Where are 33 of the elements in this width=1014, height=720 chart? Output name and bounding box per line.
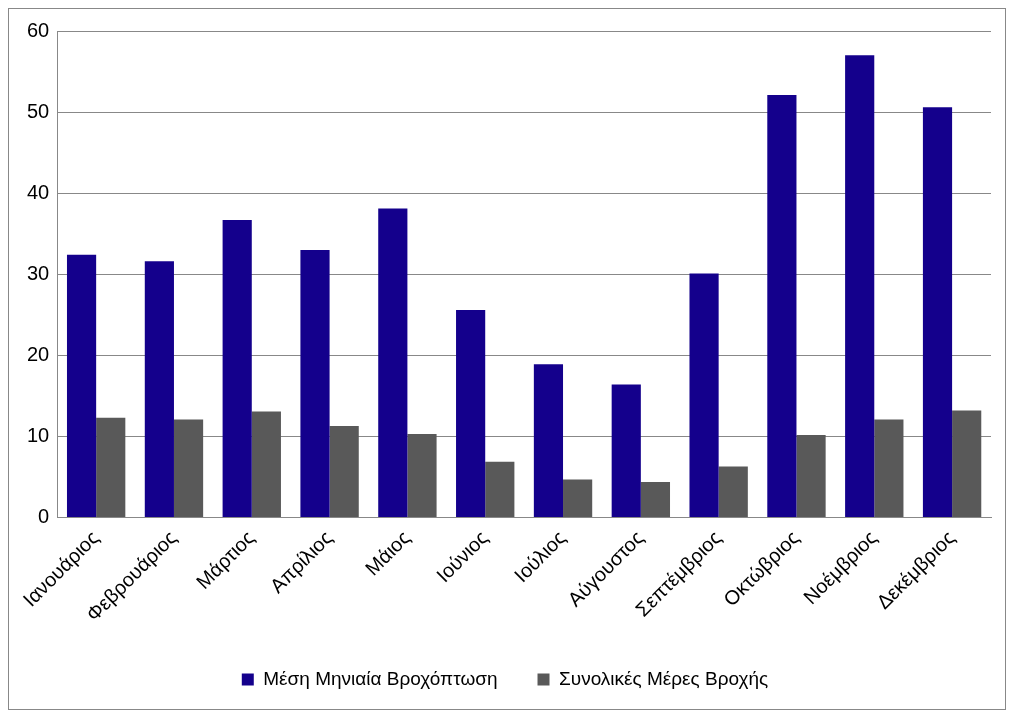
bar [845, 55, 875, 518]
y-tick-label: 10 [27, 424, 50, 447]
bar [300, 249, 330, 518]
bar [796, 434, 826, 518]
bar [485, 461, 515, 518]
bar [456, 310, 486, 518]
y-tick-label: 60 [27, 18, 50, 41]
y-tick-label: 40 [27, 180, 50, 203]
bar [66, 254, 97, 518]
bar [533, 364, 564, 518]
bar [173, 419, 204, 518]
y-tick-label: 30 [27, 261, 50, 284]
bar [329, 425, 359, 518]
bar [689, 273, 719, 518]
legend-label: Μέση Μηνιαία Βροχόπτωση [263, 667, 498, 689]
bar [718, 466, 748, 518]
bar [378, 208, 408, 518]
y-tick-label: 50 [27, 99, 50, 122]
bar [922, 107, 953, 518]
bar [767, 95, 797, 518]
bar [144, 261, 174, 518]
bar [874, 419, 904, 518]
y-tick-label: 20 [27, 342, 50, 365]
bar [952, 410, 982, 518]
bar [222, 219, 252, 518]
bar [563, 479, 593, 518]
bar [96, 417, 126, 518]
bar [640, 481, 671, 518]
bar [407, 434, 437, 518]
bar [611, 384, 641, 518]
bar [251, 411, 281, 518]
legend-label: Συνολικές Μέρες Βροχής [559, 667, 769, 689]
y-tick-label: 0 [38, 505, 50, 528]
